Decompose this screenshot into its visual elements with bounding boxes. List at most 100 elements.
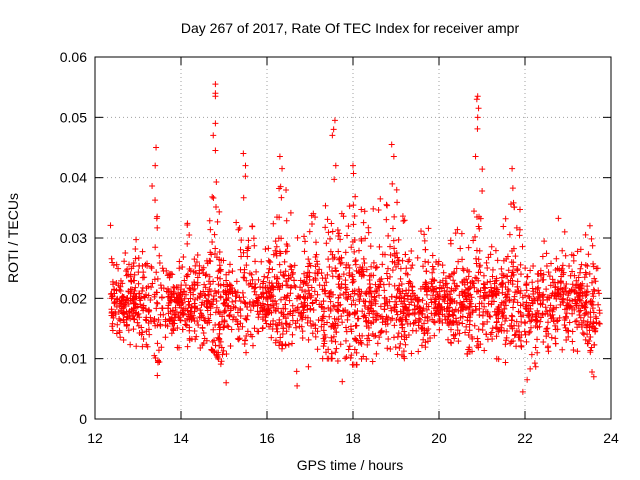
data-point bbox=[475, 269, 482, 276]
data-point bbox=[121, 311, 128, 318]
data-point bbox=[374, 312, 381, 319]
data-point bbox=[500, 312, 507, 319]
data-point bbox=[129, 295, 136, 302]
data-point bbox=[429, 292, 436, 299]
data-point bbox=[237, 298, 244, 305]
data-point bbox=[213, 179, 220, 186]
data-point bbox=[439, 262, 446, 269]
data-point bbox=[529, 279, 536, 286]
data-point bbox=[569, 281, 576, 288]
y-axis-label: ROTI / TECUs bbox=[5, 193, 21, 283]
data-point bbox=[387, 345, 394, 352]
data-point bbox=[305, 363, 312, 370]
data-point bbox=[397, 265, 404, 272]
data-point bbox=[562, 313, 569, 320]
data-point bbox=[279, 282, 286, 289]
data-point bbox=[381, 251, 388, 258]
data-point bbox=[312, 333, 319, 340]
data-point bbox=[328, 350, 335, 357]
data-point bbox=[527, 267, 534, 274]
data-point bbox=[389, 180, 396, 187]
data-point bbox=[276, 153, 283, 160]
data-point bbox=[210, 194, 217, 201]
data-point bbox=[383, 201, 390, 208]
y-tick-label: 0 bbox=[79, 411, 87, 427]
data-point bbox=[307, 262, 314, 269]
data-point bbox=[479, 187, 486, 194]
data-point bbox=[236, 294, 243, 301]
data-point bbox=[370, 205, 377, 212]
data-point bbox=[365, 332, 372, 339]
data-point bbox=[190, 268, 197, 275]
data-point bbox=[244, 304, 251, 311]
data-point bbox=[360, 298, 367, 305]
grid-lines bbox=[95, 57, 611, 419]
data-point bbox=[289, 340, 296, 347]
data-point bbox=[563, 336, 570, 343]
data-point bbox=[301, 248, 308, 255]
data-point bbox=[586, 222, 593, 229]
data-point bbox=[285, 341, 292, 348]
data-point bbox=[468, 300, 475, 307]
data-point bbox=[117, 317, 124, 324]
data-point bbox=[588, 235, 595, 242]
data-point bbox=[483, 331, 490, 338]
data-point bbox=[237, 246, 244, 253]
data-point bbox=[505, 267, 512, 274]
data-point bbox=[327, 307, 334, 314]
data-point bbox=[323, 279, 330, 286]
data-point bbox=[519, 243, 526, 250]
data-point bbox=[471, 208, 478, 215]
data-point bbox=[537, 267, 544, 274]
data-point bbox=[393, 294, 400, 301]
data-point bbox=[186, 231, 193, 238]
data-point bbox=[315, 317, 322, 324]
data-point bbox=[588, 279, 595, 286]
data-point bbox=[321, 340, 328, 347]
data-point bbox=[379, 319, 386, 326]
data-point bbox=[162, 316, 169, 323]
data-point bbox=[274, 275, 281, 282]
data-point bbox=[136, 290, 143, 297]
data-point bbox=[408, 265, 415, 272]
data-point bbox=[378, 327, 385, 334]
data-point bbox=[502, 298, 509, 305]
data-point bbox=[301, 299, 308, 306]
data-point bbox=[550, 279, 557, 286]
data-point bbox=[580, 317, 587, 324]
data-point bbox=[493, 319, 500, 326]
data-point bbox=[132, 284, 139, 291]
data-point bbox=[283, 328, 290, 335]
data-point bbox=[414, 254, 421, 261]
data-point bbox=[384, 316, 391, 323]
data-point bbox=[305, 256, 312, 263]
data-point bbox=[423, 301, 430, 308]
data-point bbox=[589, 242, 596, 249]
data-point bbox=[394, 311, 401, 318]
data-point bbox=[229, 268, 236, 275]
data-point bbox=[321, 288, 328, 295]
data-point bbox=[113, 330, 120, 337]
data-point bbox=[478, 300, 485, 307]
data-point bbox=[547, 282, 554, 289]
data-point bbox=[146, 307, 153, 314]
data-point bbox=[502, 318, 509, 325]
data-point bbox=[523, 299, 530, 306]
data-point bbox=[545, 269, 552, 276]
data-point bbox=[415, 318, 422, 325]
data-point bbox=[370, 314, 377, 321]
data-point bbox=[204, 298, 211, 305]
data-point bbox=[290, 269, 297, 276]
data-point bbox=[254, 328, 261, 335]
data-point bbox=[368, 272, 375, 279]
data-point bbox=[518, 318, 525, 325]
data-point bbox=[433, 296, 440, 303]
data-point bbox=[217, 361, 224, 368]
data-point bbox=[476, 225, 483, 232]
data-point bbox=[126, 308, 133, 315]
data-point bbox=[488, 287, 495, 294]
data-point bbox=[246, 300, 253, 307]
data-point bbox=[337, 260, 344, 267]
data-point bbox=[216, 321, 223, 328]
data-point bbox=[366, 298, 373, 305]
